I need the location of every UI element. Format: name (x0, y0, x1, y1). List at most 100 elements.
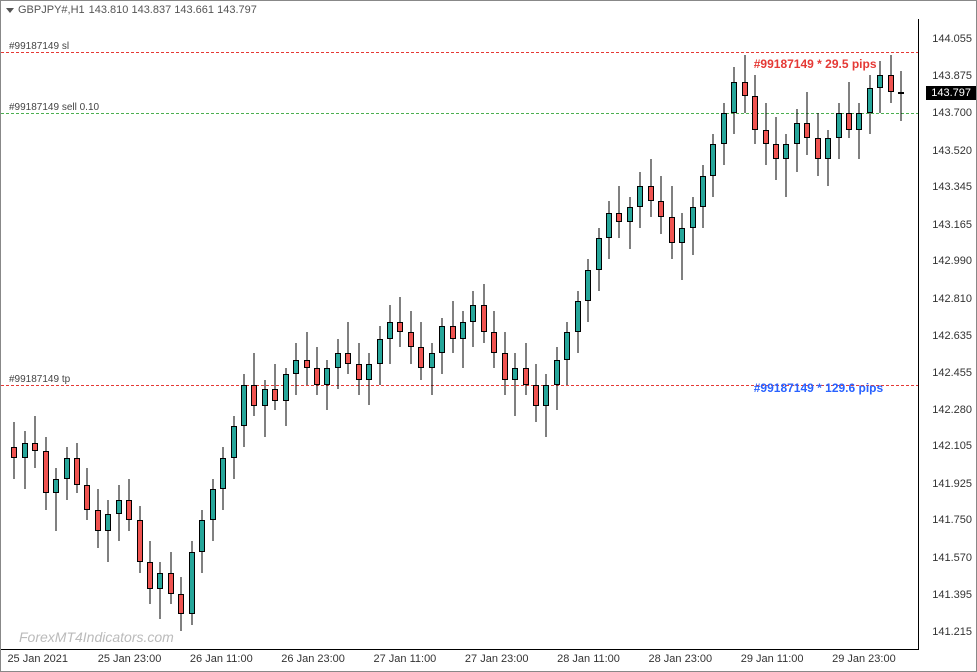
candle (95, 19, 101, 651)
candle (116, 19, 122, 651)
candle (366, 19, 372, 651)
candle (345, 19, 351, 651)
candle (543, 19, 549, 651)
y-tick-label: 141.395 (932, 589, 972, 601)
candle (616, 19, 622, 651)
y-tick-label: 141.750 (932, 514, 972, 526)
y-tick-label: 142.280 (932, 404, 972, 416)
candle (721, 19, 727, 651)
candle (304, 19, 310, 651)
candle (502, 19, 508, 651)
y-tick-label: 143.700 (932, 107, 972, 119)
y-tick-label: 141.215 (932, 626, 972, 638)
candle (710, 19, 716, 651)
candle (794, 19, 800, 651)
candle (189, 19, 195, 651)
candle (867, 19, 873, 651)
y-tick-label: 144.055 (932, 33, 972, 45)
candle (272, 19, 278, 651)
candle (470, 19, 476, 651)
candle (293, 19, 299, 651)
y-tick-label: 142.990 (932, 255, 972, 267)
candle (575, 19, 581, 651)
candle (241, 19, 247, 651)
chart-plot-area[interactable]: #99187149 sl#99187149 sell 0.10#99187149… (1, 19, 919, 651)
candle (648, 19, 654, 651)
y-tick-label: 141.570 (932, 552, 972, 564)
candle (596, 19, 602, 651)
candle (679, 19, 685, 651)
candle (815, 19, 821, 651)
candle (783, 19, 789, 651)
candle (752, 19, 758, 651)
candle (74, 19, 80, 651)
candle (126, 19, 132, 651)
candle (262, 19, 268, 651)
candle (690, 19, 696, 651)
candle (554, 19, 560, 651)
watermark-text: ForexMT4Indicators.com (19, 629, 174, 645)
candle (700, 19, 706, 651)
candle (804, 19, 810, 651)
chart-container: GBPJPY#,H1 143.810 143.837 143.661 143.7… (0, 0, 977, 672)
x-tick-label: 25 Jan 2021 (7, 653, 68, 665)
candle (251, 19, 257, 651)
candle (32, 19, 38, 651)
x-tick-label: 26 Jan 11:00 (190, 653, 253, 665)
x-tick-label: 27 Jan 23:00 (465, 653, 529, 665)
candle (11, 19, 17, 651)
y-tick-label: 142.105 (932, 440, 972, 452)
candle (836, 19, 842, 651)
x-tick-label: 27 Jan 11:00 (374, 653, 437, 665)
candle (335, 19, 341, 651)
candle (825, 19, 831, 651)
candle (742, 19, 748, 651)
candle (397, 19, 403, 651)
candle (856, 19, 862, 651)
price-axis: 144.055143.875143.700143.520143.345143.1… (918, 19, 976, 651)
current-price-tag: 143.797 (926, 86, 976, 100)
candle (773, 19, 779, 651)
candle (157, 19, 163, 651)
candle (460, 19, 466, 651)
candle (877, 19, 883, 651)
y-tick-label: 143.520 (932, 145, 972, 157)
y-tick-label: 141.925 (932, 478, 972, 490)
candle (888, 19, 894, 651)
x-tick-label: 28 Jan 11:00 (557, 653, 620, 665)
candle (356, 19, 362, 651)
candle (533, 19, 539, 651)
ohlc-label: 143.810 143.837 143.661 143.797 (89, 4, 257, 16)
y-tick-label: 143.165 (932, 219, 972, 231)
candle (377, 19, 383, 651)
candle (283, 19, 289, 651)
candle (53, 19, 59, 651)
candle (731, 19, 737, 651)
candle (43, 19, 49, 651)
candle (523, 19, 529, 651)
x-tick-label: 29 Jan 23:00 (832, 653, 896, 665)
candle (231, 19, 237, 651)
x-tick-label: 25 Jan 23:00 (98, 653, 162, 665)
y-tick-label: 142.635 (932, 330, 972, 342)
candle (418, 19, 424, 651)
candle (491, 19, 497, 651)
candle (168, 19, 174, 651)
x-tick-label: 28 Jan 23:00 (649, 653, 713, 665)
candle (450, 19, 456, 651)
dropdown-triangle-icon[interactable] (6, 8, 14, 13)
candle (658, 19, 664, 651)
chart-header: GBPJPY#,H1 143.810 143.837 143.661 143.7… (6, 4, 257, 16)
candle (429, 19, 435, 651)
y-tick-label: 142.455 (932, 367, 972, 379)
candle (408, 19, 414, 651)
candle (178, 19, 184, 651)
symbol-label: GBPJPY#,H1 (18, 4, 85, 16)
candle (105, 19, 111, 651)
candle (147, 19, 153, 651)
candle (637, 19, 643, 651)
x-tick-label: 29 Jan 11:00 (741, 653, 804, 665)
candle (324, 19, 330, 651)
pips-annotation: #99187149 * 29.5 pips (754, 57, 877, 71)
candle (481, 19, 487, 651)
